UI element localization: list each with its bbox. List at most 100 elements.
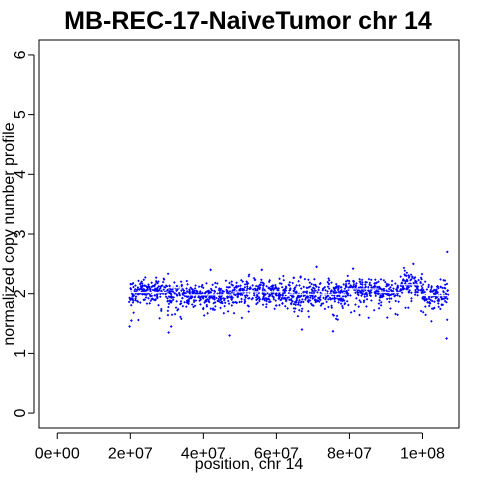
x-axis: 0e+00 2e+07 4e+07 6e+07 8e+07 1e+08 [35, 432, 445, 462]
data-point [385, 289, 388, 292]
data-point [293, 286, 297, 289]
data-point [333, 292, 337, 295]
data-point [340, 297, 343, 300]
data-point [351, 267, 355, 271]
data-point [156, 286, 159, 290]
data-point [257, 285, 260, 288]
data-point [200, 285, 203, 288]
data-point [360, 291, 364, 295]
data-point [227, 286, 230, 289]
data-point [154, 282, 157, 286]
data-point [166, 299, 169, 303]
data-point [265, 284, 268, 288]
data-point [302, 285, 306, 289]
data-point [251, 284, 254, 287]
data-point [361, 283, 364, 286]
data-point [207, 290, 211, 294]
data-point [263, 288, 266, 292]
data-point [278, 282, 282, 285]
data-point [372, 308, 376, 312]
data-point [345, 299, 349, 303]
data-point [389, 307, 392, 310]
data-point [382, 288, 385, 291]
data-point [140, 280, 143, 284]
data-point [264, 305, 268, 309]
data-point [252, 293, 256, 297]
data-point [223, 297, 227, 300]
data-point [219, 288, 222, 292]
data-point [437, 305, 441, 309]
data-point [144, 289, 148, 292]
data-point [439, 278, 442, 281]
data-point [227, 295, 231, 299]
data-point [261, 288, 265, 292]
data-point [193, 290, 196, 293]
data-point [202, 295, 205, 298]
data-point [379, 301, 383, 304]
data-point [131, 298, 135, 302]
data-point [291, 281, 295, 285]
data-point [211, 283, 214, 287]
data-point [346, 274, 350, 278]
data-point [230, 304, 234, 307]
data-point [327, 277, 330, 280]
data-point [435, 296, 439, 299]
data-point [213, 308, 217, 312]
data-point [410, 299, 413, 303]
data-point [356, 291, 360, 294]
data-point [193, 304, 197, 308]
data-point [363, 295, 367, 299]
data-point [219, 298, 223, 302]
data-point [144, 296, 148, 299]
data-point [267, 280, 271, 284]
data-point [133, 289, 136, 293]
data-point [252, 276, 256, 280]
data-point [323, 307, 327, 311]
data-point [310, 303, 314, 307]
data-point [434, 291, 437, 295]
data-point [181, 296, 184, 300]
data-point [217, 297, 220, 301]
data-point [373, 290, 377, 294]
data-point [333, 300, 337, 303]
data-point [131, 297, 134, 301]
data-point [129, 286, 132, 290]
data-point [428, 290, 432, 293]
data-point [213, 301, 217, 304]
data-point [168, 299, 172, 302]
data-point [139, 287, 143, 290]
data-point [283, 296, 287, 300]
data-point [274, 285, 278, 289]
data-point [410, 291, 413, 295]
data-point [354, 288, 358, 292]
data-point [202, 306, 205, 310]
data-point [378, 298, 381, 302]
data-point [228, 285, 232, 289]
data-point [330, 306, 334, 310]
data-point [165, 289, 169, 292]
data-point [141, 290, 144, 293]
data-point [136, 292, 140, 296]
data-point [251, 288, 255, 291]
data-point [305, 291, 308, 294]
data-point [299, 304, 302, 307]
data-point [258, 286, 262, 289]
data-point [352, 288, 356, 292]
data-point [143, 292, 147, 296]
data-point [267, 300, 271, 304]
data-point [181, 304, 185, 308]
data-point [274, 283, 277, 287]
data-point [150, 294, 154, 298]
data-point [177, 291, 181, 295]
data-point [340, 288, 343, 292]
data-point [150, 281, 153, 285]
data-point [336, 286, 340, 289]
data-point [436, 302, 440, 305]
data-point [307, 315, 311, 319]
data-point [209, 291, 213, 294]
data-point [193, 287, 197, 290]
data-point [396, 293, 399, 297]
data-point [317, 300, 321, 303]
data-point [387, 287, 391, 291]
data-point [198, 290, 202, 293]
